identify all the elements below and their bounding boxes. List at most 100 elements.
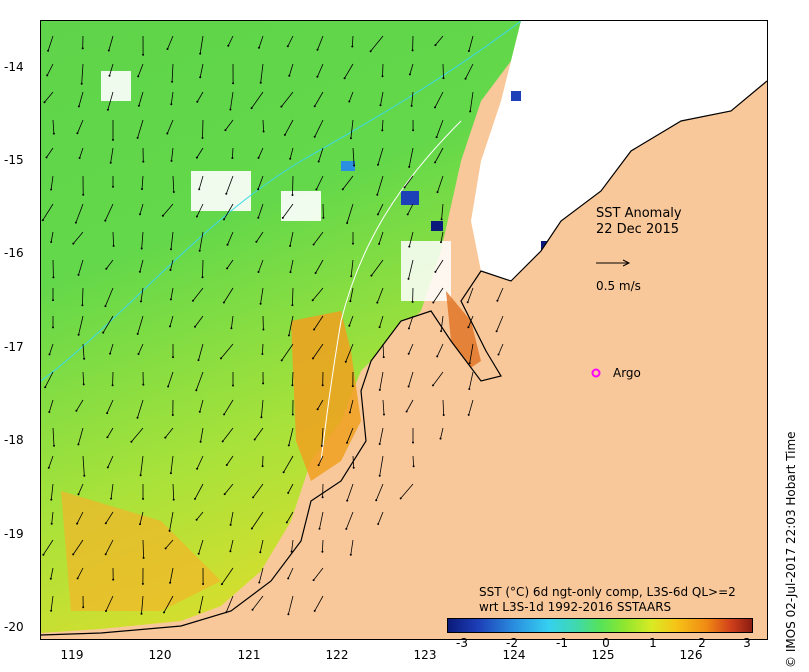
current-vector (137, 119, 144, 139)
current-vector (46, 147, 54, 158)
current-vector (77, 119, 84, 134)
current-vector (50, 231, 54, 243)
current-vector-head (378, 474, 381, 477)
current-vector (107, 455, 114, 468)
current-vector-head (107, 49, 110, 52)
current-vector (381, 119, 384, 131)
current-vector-head (434, 44, 437, 47)
warm-anomaly-band (446, 291, 481, 371)
current-vector-head (312, 579, 315, 582)
current-vector (377, 203, 384, 215)
current-vector-head (287, 334, 290, 337)
current-vector (314, 119, 324, 137)
cold-anomaly (511, 91, 521, 101)
current-vector (46, 63, 54, 76)
current-vector (78, 427, 84, 445)
current-vector (139, 203, 144, 215)
current-vector-head (280, 105, 283, 108)
current-vector-head (76, 132, 79, 135)
current-vector-head (411, 300, 414, 303)
current-vector-head (341, 188, 344, 191)
current-vector (312, 343, 324, 359)
current-vector-head (287, 444, 290, 447)
current-vector (322, 539, 324, 552)
current-vector-head (112, 244, 115, 247)
current-vector (192, 287, 204, 301)
current-vector (317, 63, 324, 77)
current-vector (260, 287, 264, 304)
current-vector-head (76, 577, 79, 580)
current-vector (406, 399, 414, 412)
current-vector (287, 35, 294, 47)
current-vector-head (349, 300, 352, 303)
current-vector (227, 231, 234, 245)
current-vector-head (351, 45, 354, 48)
current-vector-head (257, 156, 260, 159)
current-vector (172, 483, 175, 500)
current-vector (79, 147, 84, 159)
current-vector-head (199, 76, 202, 79)
current-vector-head (322, 216, 325, 219)
current-vector-head (52, 299, 54, 302)
no-data-patch (471, 21, 767, 281)
current-vector (257, 203, 264, 218)
current-vector-head (439, 437, 442, 440)
current-vector-head (349, 137, 352, 140)
current-vector (104, 203, 114, 221)
current-vector-head (375, 499, 378, 502)
current-vector-head (432, 384, 434, 387)
current-vector-head (50, 188, 53, 191)
current-vector-head (412, 129, 415, 132)
current-vector-head (377, 523, 380, 525)
current-vector (313, 567, 324, 581)
current-vector-head (378, 326, 381, 329)
current-vector (497, 287, 504, 301)
current-vector (440, 315, 444, 332)
current-vector (222, 427, 234, 442)
current-vector-head (199, 52, 202, 55)
current-vector (312, 287, 324, 301)
current-vector-head (351, 385, 354, 388)
current-vector (52, 119, 55, 134)
current-vector-head (382, 356, 385, 359)
current-vector (314, 91, 324, 107)
current-vector-head (352, 242, 354, 245)
current-vector (436, 343, 444, 357)
current-vector (169, 511, 174, 531)
current-vector (377, 511, 384, 525)
current-vector-head (257, 188, 260, 191)
current-vector-head (259, 551, 262, 554)
current-vector (198, 343, 204, 361)
current-vector (408, 259, 414, 279)
current-vector-head (318, 527, 321, 530)
current-vector (196, 147, 204, 158)
current-vector (50, 483, 54, 500)
lat-tick: -19 (4, 527, 24, 541)
current-vector-head (196, 467, 199, 470)
current-vector-head (291, 194, 294, 196)
current-vector (292, 287, 294, 306)
current-vector (169, 567, 174, 583)
current-vector-head (104, 219, 107, 222)
current-vector-head (196, 100, 199, 103)
current-vector (50, 175, 54, 190)
current-vector (110, 483, 114, 499)
current-vector-head (72, 553, 75, 556)
current-vector-head (282, 471, 285, 474)
current-vector-head (291, 384, 294, 387)
current-vector-head (440, 241, 442, 244)
current-vector-head (379, 104, 382, 107)
current-vector-head (167, 385, 170, 388)
current-vector (292, 175, 294, 196)
current-vector (371, 259, 384, 276)
current-vector (468, 35, 474, 52)
current-vector-head (198, 249, 201, 252)
current-vector (48, 455, 54, 468)
current-vector-head (436, 191, 439, 194)
current-vector (289, 231, 294, 246)
current-vector (82, 343, 85, 359)
current-vector-head (250, 527, 253, 530)
lat-tick: -18 (4, 433, 24, 447)
current-vector (379, 371, 384, 390)
current-vector-head (407, 385, 410, 388)
